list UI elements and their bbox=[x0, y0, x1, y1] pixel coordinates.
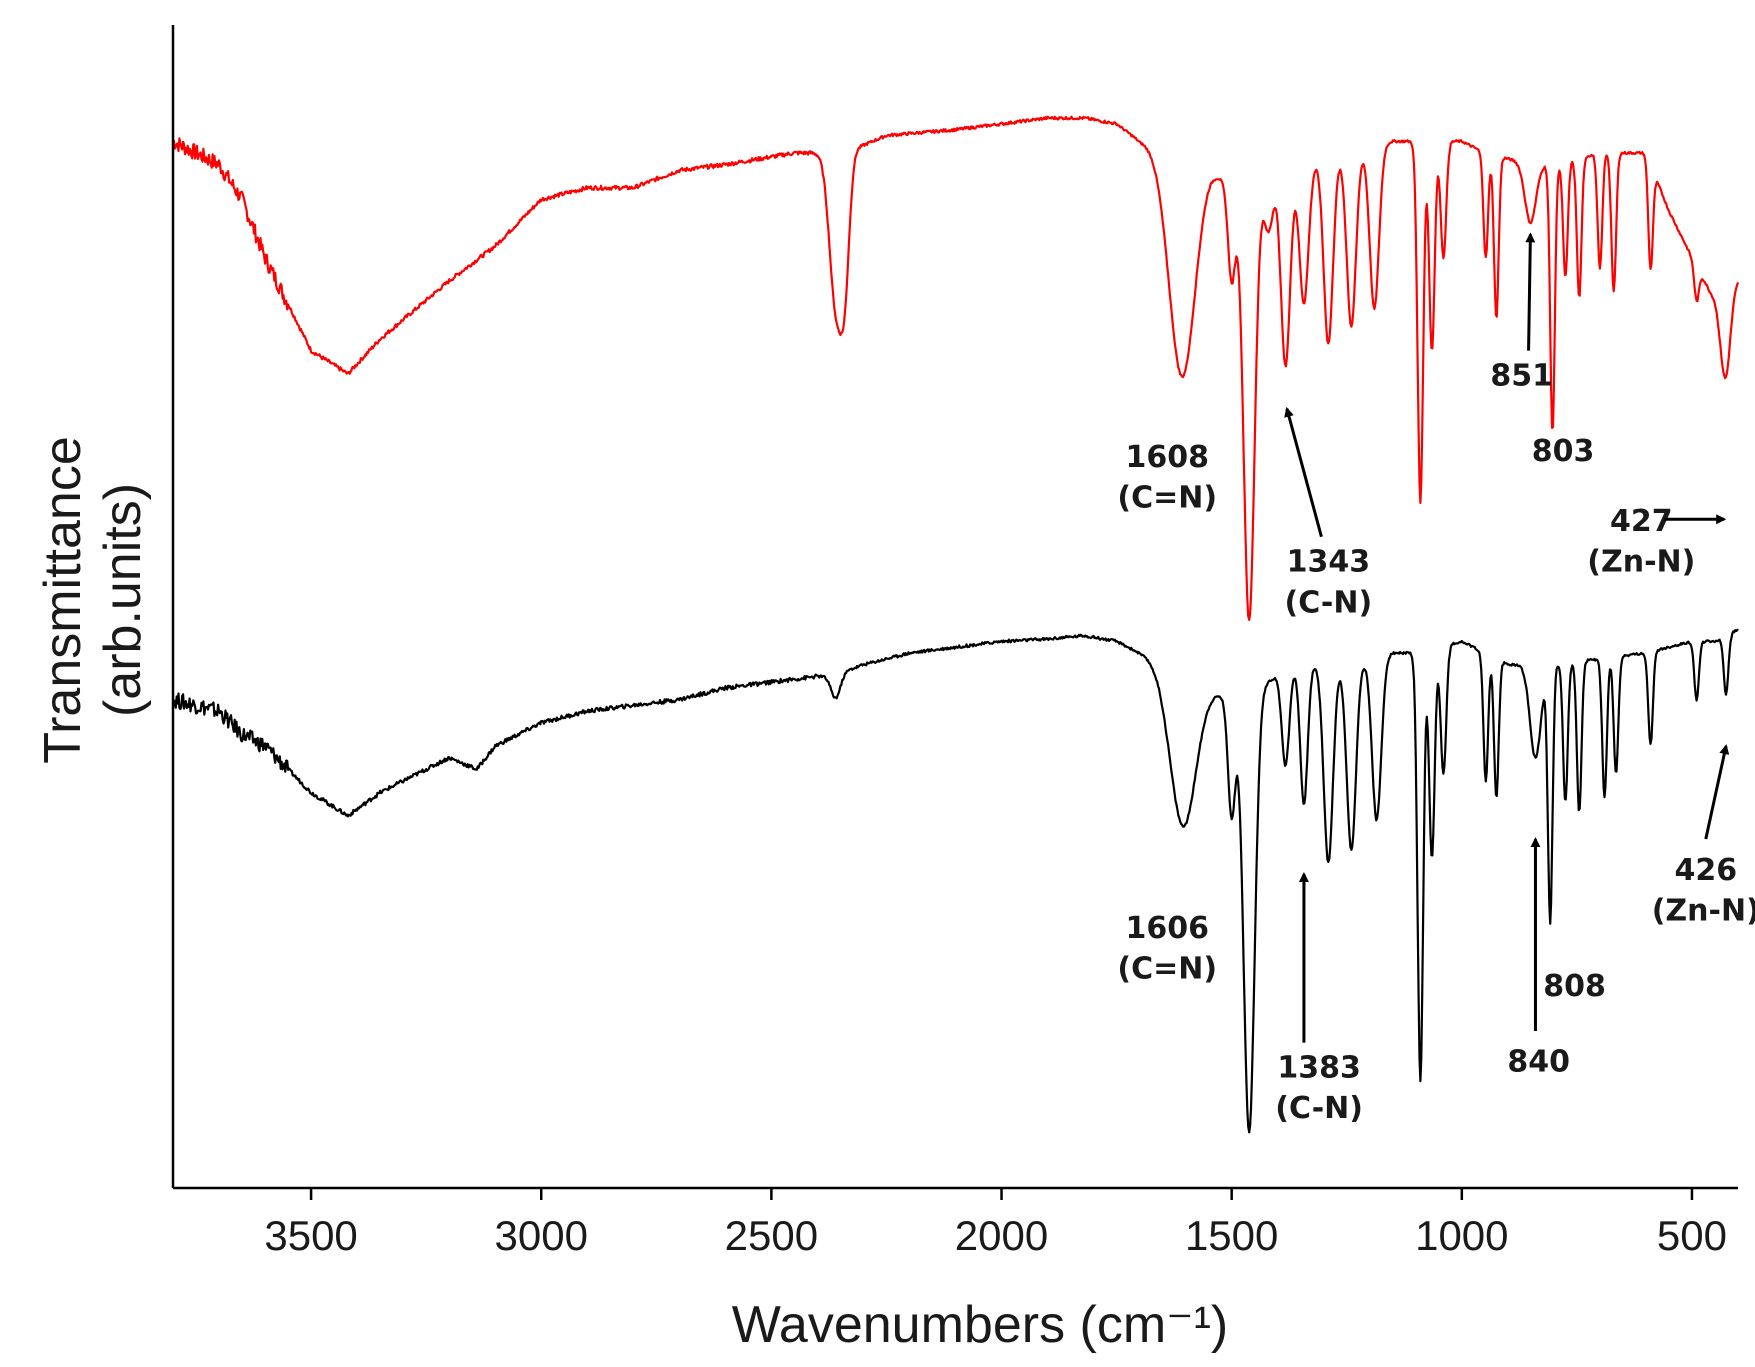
y-axis-title-line1: Transmittance bbox=[34, 436, 92, 764]
x-axis-title: Wavenumbers (cm⁻¹) bbox=[732, 1296, 1228, 1354]
x-tick-label: 3000 bbox=[495, 1212, 588, 1259]
annotation-1608: 1608 (C=N) bbox=[1117, 440, 1217, 516]
annotation-1606: 1606 (C=N) bbox=[1117, 911, 1217, 987]
annotation-sublabel: (C=N) bbox=[1117, 952, 1217, 987]
annotation-851: 851 bbox=[1490, 232, 1553, 394]
annotation-1383: 1383 (C-N) bbox=[1275, 871, 1363, 1126]
annotation-label: 1606 bbox=[1125, 911, 1209, 946]
annotation-sublabel: (Zn-N) bbox=[1652, 894, 1755, 929]
x-tick-label: 2000 bbox=[955, 1212, 1048, 1259]
x-tick-label: 500 bbox=[1657, 1212, 1727, 1259]
annotation-arrow bbox=[1284, 406, 1323, 538]
annotation-label: 808 bbox=[1543, 969, 1606, 1004]
annotation-sublabel: (C-N) bbox=[1284, 585, 1372, 620]
annotation-1343: 1343 (C-N) bbox=[1284, 406, 1372, 620]
y-axis-title: Transmittance (arb.units) bbox=[34, 436, 152, 764]
annotation-layer: 1608 (C=N) 1343 (C-N) 851 803 427 (Zn-N) 1606 (C=… bbox=[1117, 232, 1755, 1126]
x-tick-label: 1000 bbox=[1415, 1212, 1508, 1259]
annotation-label: 426 bbox=[1674, 853, 1737, 888]
annotation-426: 426 (Zn-N) bbox=[1652, 744, 1755, 929]
annotation-label: 840 bbox=[1507, 1045, 1570, 1080]
x-tick-label: 3500 bbox=[264, 1212, 357, 1259]
x-tick-label: 1500 bbox=[1185, 1212, 1278, 1259]
series-line-red-spectrum bbox=[172, 115, 1740, 621]
series-line-black-spectrum bbox=[171, 628, 1739, 1134]
annotation-label: 1608 bbox=[1125, 440, 1209, 475]
x-tick-layer: 3500 3000 2500 2000 1500 1000 500 bbox=[264, 1188, 1727, 1259]
annotation-840: 840 bbox=[1507, 837, 1570, 1080]
y-axis-title-line2: (arb.units) bbox=[94, 483, 152, 717]
annotation-label: 851 bbox=[1490, 359, 1553, 394]
x-tick-label: 2500 bbox=[725, 1212, 818, 1259]
annotation-sublabel: (Zn-N) bbox=[1587, 545, 1695, 580]
annotation-803: 803 bbox=[1532, 434, 1595, 469]
plot-area bbox=[173, 25, 1738, 1188]
annotation-arrow bbox=[1704, 744, 1730, 840]
annotation-808: 808 bbox=[1543, 969, 1606, 1004]
annotation-label: 1343 bbox=[1287, 545, 1371, 580]
series-layer bbox=[171, 115, 1740, 1134]
annotation-label: 1383 bbox=[1277, 1051, 1361, 1086]
annotation-arrow bbox=[1525, 232, 1536, 351]
annotation-label: 427 bbox=[1610, 504, 1673, 539]
annotation-label: 803 bbox=[1532, 434, 1595, 469]
annotation-sublabel: (C-N) bbox=[1275, 1091, 1363, 1126]
annotation-sublabel: (C=N) bbox=[1117, 481, 1217, 516]
annotation-427: 427 (Zn-N) bbox=[1587, 504, 1727, 580]
